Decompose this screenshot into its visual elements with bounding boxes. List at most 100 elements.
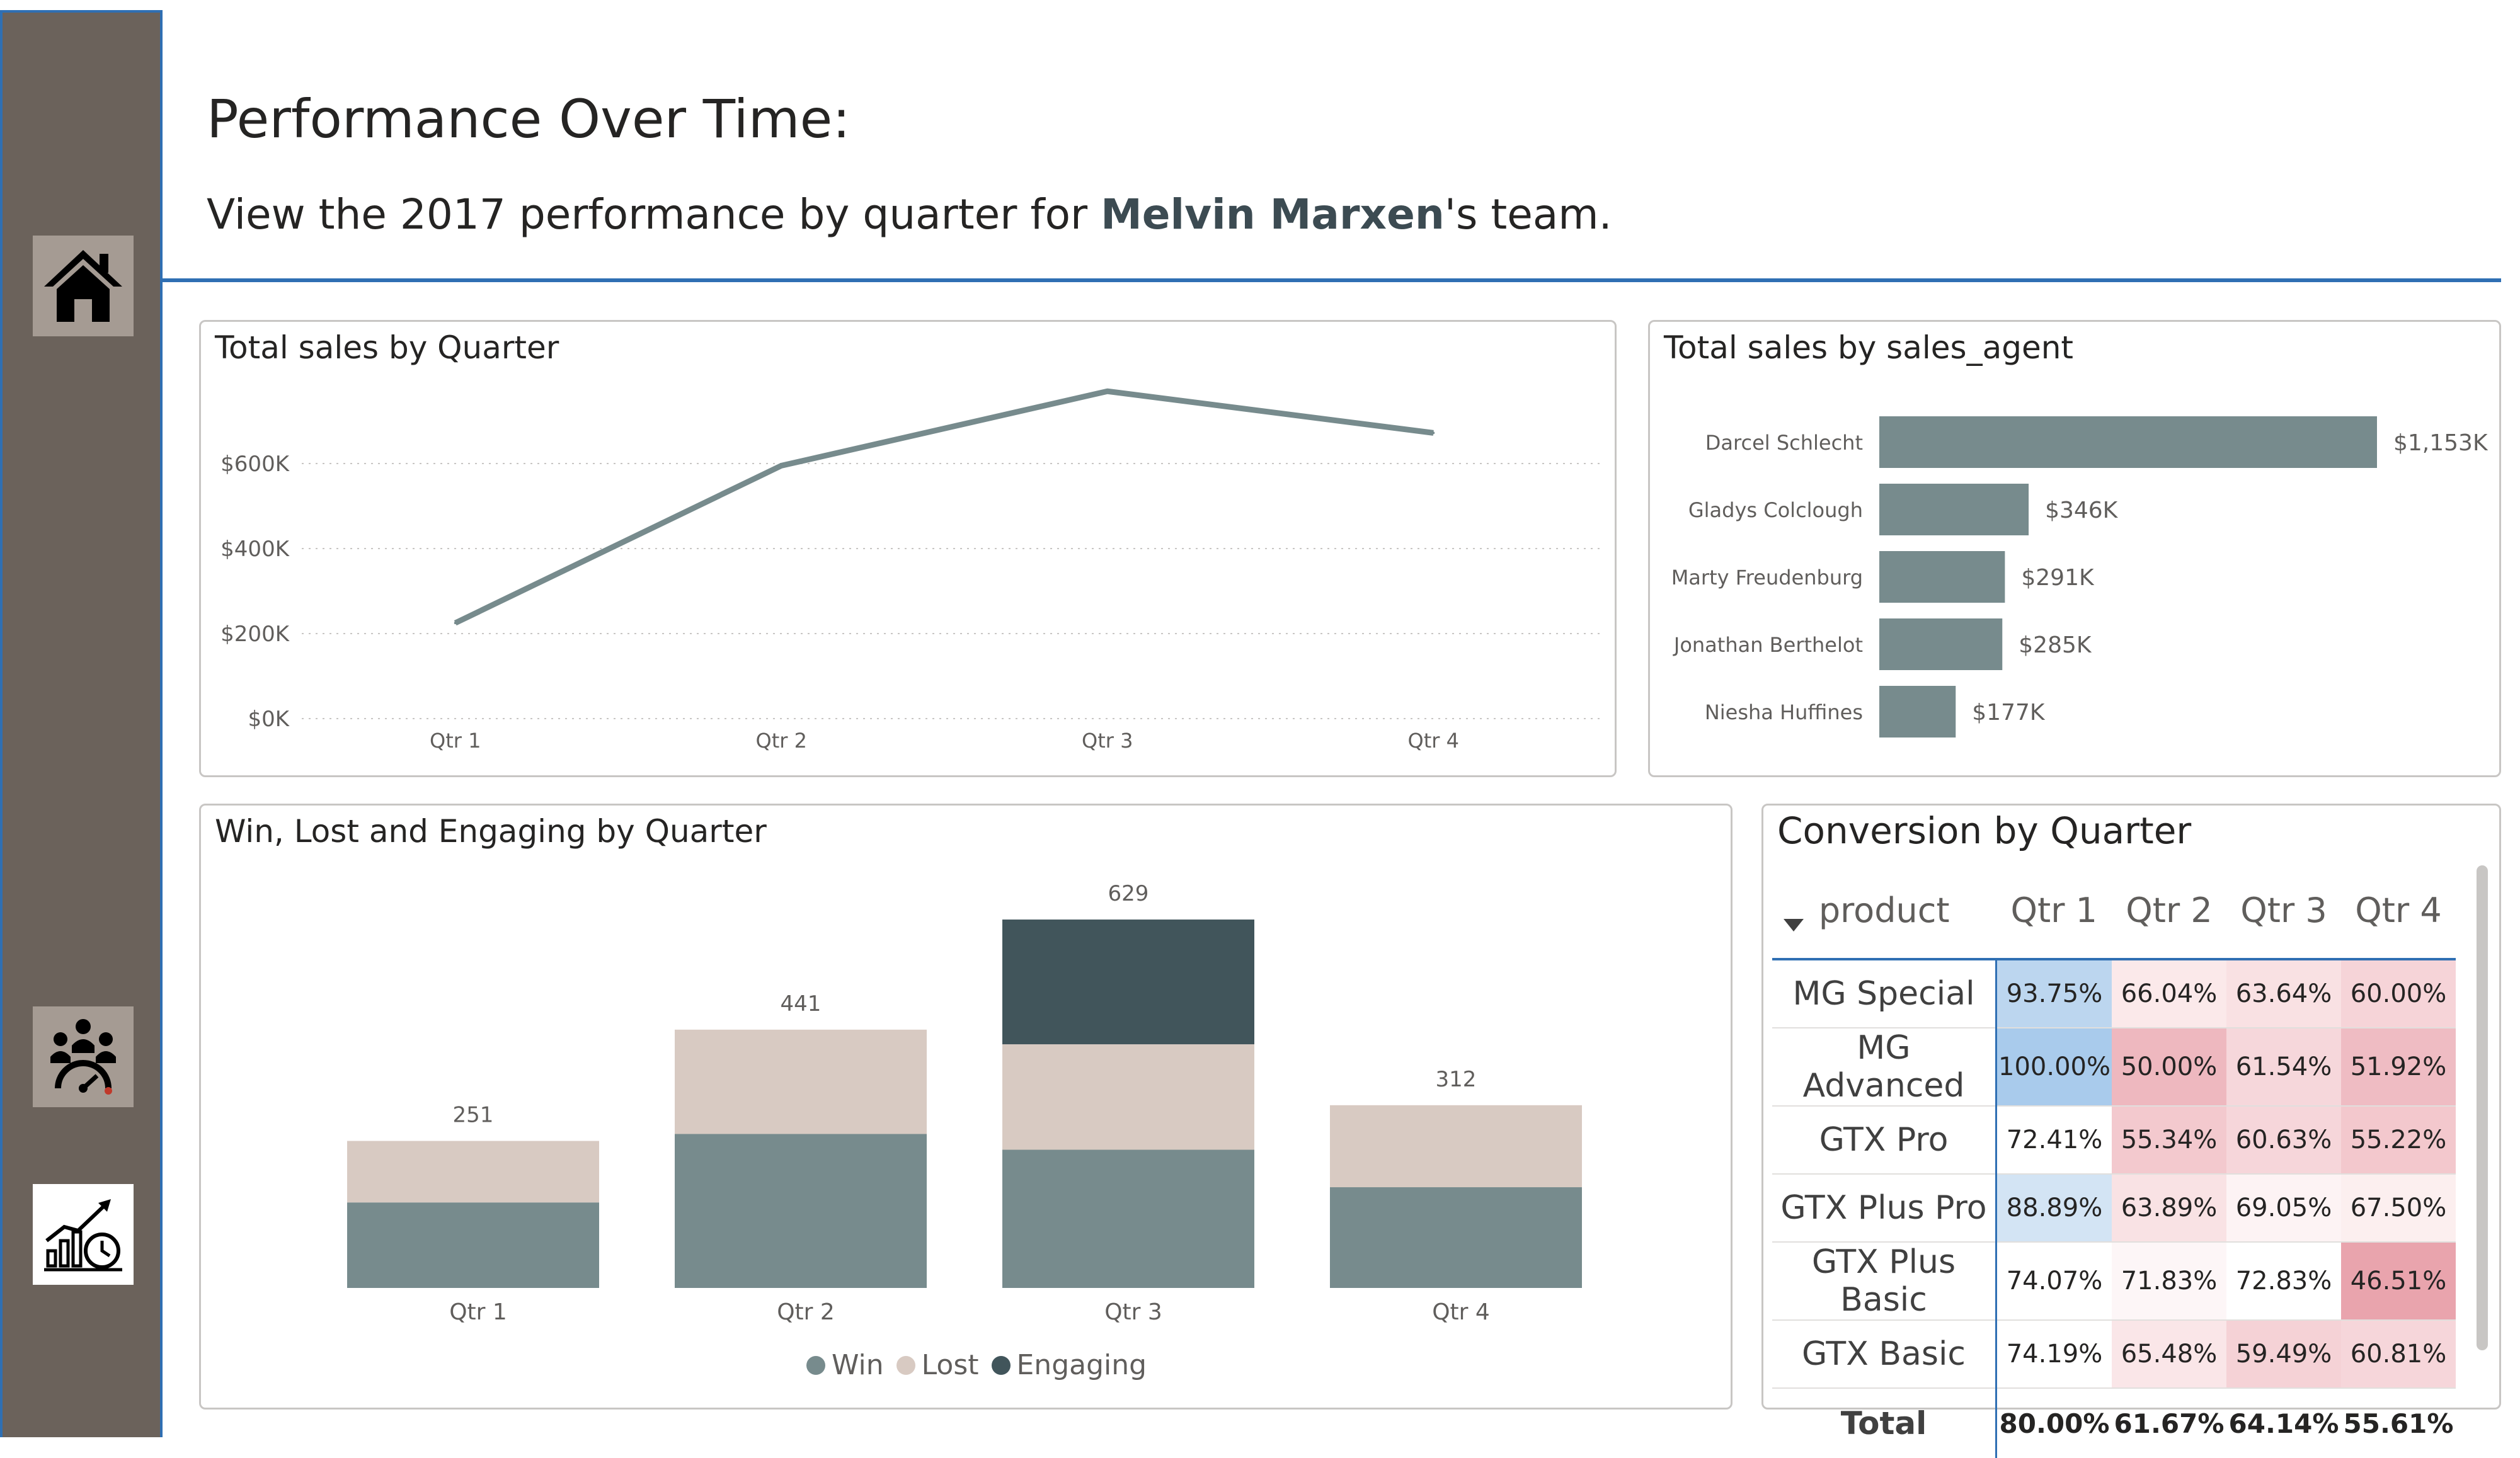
bar-lost (347, 1141, 599, 1203)
conversion-cell: 74.19% (1995, 1320, 2112, 1389)
conversion-cell: 72.41% (1995, 1106, 2112, 1175)
legend-item-win[interactable]: Win (806, 1349, 884, 1381)
bar-lost (1330, 1105, 1582, 1188)
legend-dot-lost (896, 1355, 915, 1375)
product-cell: GTX Basic (1772, 1320, 1996, 1389)
total-label: 441 (781, 991, 822, 1017)
agent-label: Marty Freudenburg (1671, 566, 1863, 589)
y-tick-label: $200K (220, 622, 290, 647)
product-cell: MG Special (1772, 959, 1996, 1028)
x-tick-label: Qtr 3 (1104, 1299, 1162, 1325)
table-row[interactable]: GTX Pro 72.41% 55.34% 60.63% 55.22% (1772, 1106, 2456, 1175)
table-row[interactable]: GTX Basic 74.19% 65.48% 59.49% 60.81% (1772, 1320, 2456, 1389)
sales-by-agent-chart: Darcel Schlecht $1,153K Gladys Colclough $3… (1671, 416, 2488, 738)
data-point (780, 464, 783, 467)
bar-lost (1002, 1044, 1254, 1150)
conversion-cell: 88.89% (1995, 1174, 2112, 1243)
table-row[interactable]: MG Special 93.75% 66.04% 63.64% 60.00% (1772, 959, 2456, 1028)
y-tick-label: $600K (220, 452, 290, 477)
conversion-cell: 59.49% (2226, 1320, 2341, 1389)
agent-value-label: $291K (2021, 565, 2095, 591)
agent-bar (1879, 416, 2377, 468)
sort-chevron-down-icon[interactable] (1782, 918, 1805, 933)
total-row: Total 80.00% 61.67% 64.14% 55.61% (1772, 1388, 2456, 1458)
legend-item-lost[interactable]: Lost (896, 1349, 979, 1381)
table-row[interactable]: MG Advanced 100.00% 50.00% 61.54% 51.92% (1772, 1028, 2456, 1107)
win-lost-engaging-chart: 251 Qtr 1 441 Qtr 2 629 Qtr 3 312 Qtr 4 (347, 881, 1582, 1325)
page-title: Performance Over Time: (207, 88, 850, 150)
conversion-cell: 50.00% (2112, 1028, 2226, 1107)
bar-win (347, 1202, 599, 1288)
column-header-qtr2[interactable]: Qtr 2 (2126, 890, 2213, 930)
team-performance-icon (50, 1019, 116, 1095)
bar-engaging (1002, 920, 1254, 1045)
subtitle-suffix: 's team. (1444, 190, 1612, 239)
product-cell: MG Advanced (1772, 1028, 1996, 1107)
bar-win (1330, 1187, 1582, 1288)
sales-by-agent-title: Total sales by sales_agent (1664, 329, 2073, 366)
agent-bar (1879, 618, 2003, 670)
table-row[interactable]: GTX Plus Pro 88.89% 63.89% 69.05% 67.50% (1772, 1174, 2456, 1243)
sidebar-nav (0, 10, 163, 1437)
product-cell: GTX Pro (1772, 1106, 1996, 1175)
agent-bar (1879, 686, 1956, 738)
conversion-cell: 60.81% (2341, 1320, 2456, 1389)
agent-value-label: $285K (2019, 632, 2092, 658)
conversion-cell: 72.83% (2226, 1242, 2341, 1321)
conversion-cell: 63.64% (2226, 959, 2341, 1028)
total-label-cell: Total (1840, 1405, 1927, 1442)
conversion-cell: 67.50% (2341, 1174, 2456, 1243)
total-cell: 55.61% (2343, 1408, 2454, 1439)
conversion-cell: 63.89% (2112, 1174, 2226, 1243)
product-cell: GTX Plus Pro (1772, 1174, 1996, 1243)
product-cell: GTX Plus Basic (1772, 1242, 1996, 1321)
matrix-scrollbar[interactable] (2477, 865, 2488, 1350)
page-subtitle: View the 2017 performance by quarter for… (207, 190, 1612, 239)
x-tick-label: Qtr 1 (449, 1299, 507, 1325)
table-row[interactable]: GTX Plus Basic 74.07% 71.83% 72.83% 46.51% (1772, 1242, 2456, 1321)
growth-chart-icon (44, 1199, 122, 1272)
home-icon (44, 250, 122, 322)
chart-legend: Win Lost Engaging (806, 1349, 1147, 1381)
x-tick-label: Qtr 4 (1432, 1299, 1490, 1325)
x-tick-label: Qtr 2 (756, 729, 807, 753)
agent-label: Niesha Huffines (1705, 700, 1863, 724)
conversion-cell: 93.75% (1995, 959, 2112, 1028)
conversion-cell: 66.04% (2112, 959, 2226, 1028)
column-header-qtr3[interactable]: Qtr 3 (2240, 890, 2327, 930)
y-tick-label: $0K (248, 707, 290, 732)
total-label: 251 (453, 1103, 494, 1128)
sales-by-quarter-card: Total sales by Quarter $0K $200K $400K $600… (199, 320, 1617, 777)
team-performance-button[interactable] (33, 1006, 134, 1107)
subtitle-prefix: View the 2017 performance by quarter for (207, 190, 1101, 239)
column-header-product[interactable]: product (1818, 890, 1950, 930)
y-tick-label: $400K (220, 537, 290, 562)
conversion-cell: 65.48% (2112, 1320, 2226, 1389)
legend-label-win: Win (832, 1349, 884, 1381)
bar-win (675, 1134, 927, 1288)
growth-chart-button[interactable] (33, 1184, 134, 1285)
data-point (1432, 431, 1435, 435)
conversion-cell: 69.05% (2226, 1174, 2341, 1243)
column-header-qtr4[interactable]: Qtr 4 (2355, 890, 2442, 930)
x-tick-label: Qtr 4 (1408, 729, 1459, 753)
total-label: 629 (1108, 881, 1149, 906)
legend-item-engaging[interactable]: Engaging (991, 1349, 1147, 1381)
conversion-cell: 74.07% (1995, 1242, 2112, 1321)
agent-label: Jonathan Berthelot (1673, 633, 1863, 657)
total-cell: 61.67% (2114, 1408, 2225, 1439)
agent-bar (1879, 551, 2005, 603)
conversion-cell: 61.54% (2226, 1028, 2341, 1107)
agent-bar (1879, 484, 2029, 535)
conversion-cell: 60.00% (2341, 959, 2456, 1028)
conversion-matrix: product Qtr 1 Qtr 2 Qtr 3 Qtr 4 MG Speci… (1772, 862, 2456, 1458)
sales-by-agent-card: Total sales by sales_agent Darcel Schlec… (1648, 320, 2501, 777)
total-label: 312 (1436, 1067, 1477, 1092)
column-header-qtr1[interactable]: Qtr 1 (2010, 890, 2097, 930)
conversion-cell: 100.00% (1995, 1028, 2112, 1107)
agent-value-label: $346K (2045, 498, 2119, 523)
legend-dot-engaging (991, 1355, 1011, 1375)
agent-label: Gladys Colclough (1688, 498, 1863, 522)
home-button[interactable] (33, 236, 134, 336)
bar-lost (675, 1029, 927, 1134)
